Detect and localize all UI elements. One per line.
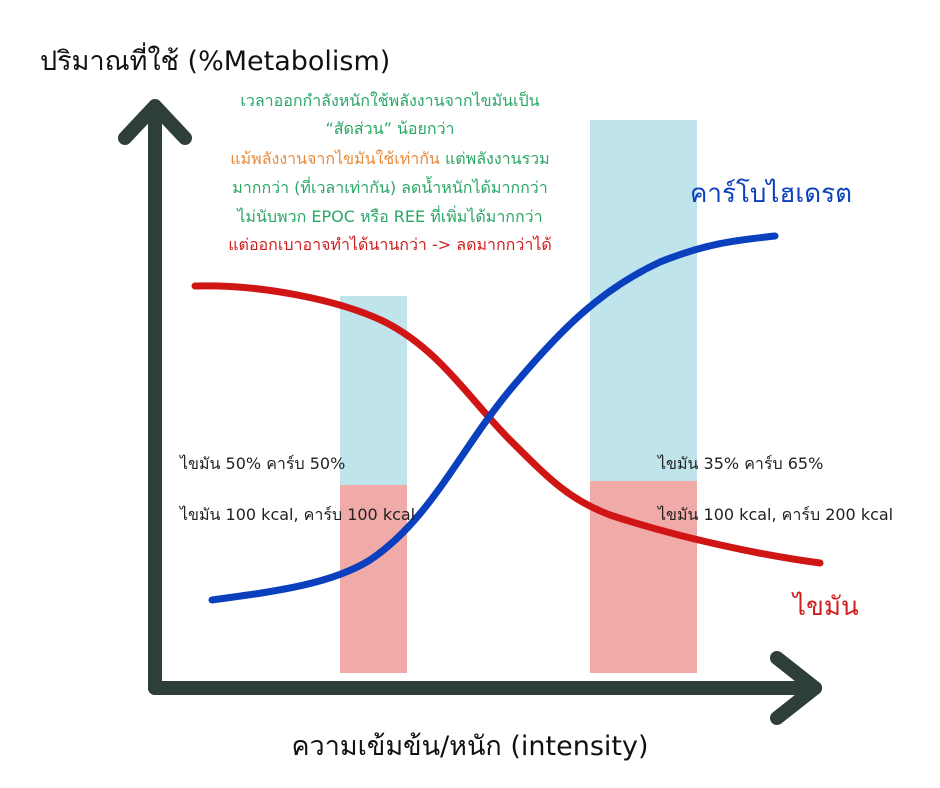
carb-curve (208, 232, 779, 604)
note-part: แต่พลังงานรวม (440, 149, 550, 168)
axes (118, 99, 822, 725)
fat-curve (191, 282, 824, 567)
fat-label: ไขมัน (791, 591, 859, 622)
y-axis-title: ปริมาณที่ใช้ (%Metabolism) (40, 42, 390, 77)
bar-carb (340, 296, 407, 485)
note-part: แม้พลังงานจากไขมันใช้เท่ากัน (230, 149, 440, 168)
note-line: แม้พลังงานจากไขมันใช้เท่ากัน แต่พลังงานร… (230, 149, 549, 168)
note-line: ไม่นับพวก EPOC หรือ REE ที่เพิ่มได้มากกว… (235, 205, 542, 226)
bar-energy: ไขมัน 100 kcal, คาร์บ 100 kcal (178, 505, 415, 524)
note-line: เวลาออกกำลังหนักใช้พลังงานจากไขมันเป็น (240, 90, 539, 110)
note-line: มากกว่า (ที่เวลาเท่ากัน) ลดน้ำหนักได้มาก… (232, 176, 548, 197)
x-axis-title: ความเข้มข้น/หนัก (intensity) (292, 731, 649, 762)
bar-carb (590, 120, 697, 481)
bar-ratio: ไขมัน 35% คาร์บ 65% (656, 454, 823, 473)
note-line: แต่ออกเบาอาจทำได้นานกว่า -> ลดมากกว่าได้ (228, 235, 552, 254)
bar-fat (340, 485, 407, 673)
bar-ratio: ไขมัน 50% คาร์บ 50% (178, 454, 345, 473)
bar-energy: ไขมัน 100 kcal, คาร์บ 200 kcal (656, 505, 893, 524)
note-line: “สัดส่วน” น้อยกว่า (325, 119, 454, 138)
carb-label: คาร์โบไฮเดรต (690, 178, 852, 209)
